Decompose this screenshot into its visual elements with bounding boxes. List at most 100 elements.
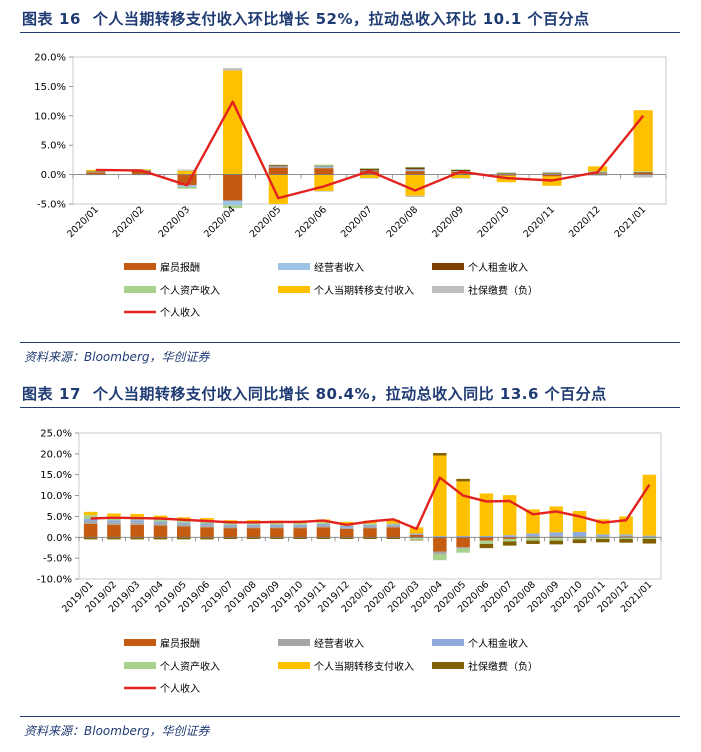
y-tick-label: 5.0% [47,512,72,523]
bar-segment [107,522,121,525]
bar-segment [451,174,471,179]
figure17-title-text: 个人当期转移支付收入同比增长 80.4%，拉动总收入同比 13.6 个百分点 [92,385,607,403]
bar-segment [526,536,540,538]
bar-segment [339,528,354,538]
bar-segment [405,166,425,168]
bar-segment [456,547,470,549]
bar-segment [405,167,425,170]
x-tick-label: 2020/01 [65,204,101,240]
bar-segment [596,534,610,537]
bar-segment [270,537,284,539]
bar-segment [633,110,653,172]
bar-segment [479,536,494,538]
bar-segment [359,168,380,171]
bar-segment [456,481,470,537]
bar-segment [223,537,238,539]
bar-segment [496,173,516,175]
legend-label: 个人租金收入 [468,261,528,274]
bar-segment [405,171,425,175]
bar-segment [619,535,633,537]
bar-segment [572,536,587,538]
legend-label: 个人收入 [160,682,200,695]
bar-segment [268,165,288,167]
y-tick-label: 0.0% [47,533,72,544]
legend-swatch [124,662,156,669]
bar-segment [451,169,471,172]
bar-segment [177,169,197,171]
bar-segment [83,537,98,540]
bar-segment [642,537,657,539]
bar-segment [433,553,447,561]
bar-segment [502,537,517,539]
bar-segment [130,520,144,523]
bar-segment [409,538,424,540]
figure17-number: 17 [59,385,81,403]
legend-swatch [124,286,156,293]
bar-segment [526,540,540,544]
legend-swatch [432,286,464,293]
bar-segment [359,178,380,179]
bar-segment [270,528,284,538]
figure16-title-text: 个人当期转移支付收入环比增长 52%，拉动总收入环比 10.1 个百分点 [92,10,590,28]
legend-label: 个人收入 [160,306,200,319]
bar-segment [496,172,516,174]
legend-swatch [432,662,464,669]
bar-segment [246,524,261,527]
figure16-source-rule [20,342,680,343]
bar-segment [502,538,517,542]
bar-segment [177,170,197,175]
bar-segment [642,538,657,544]
bar-segment [619,538,633,543]
bar-segment [386,537,401,539]
x-tick-label: 2020/05 [248,204,284,240]
x-tick-label: 2020/06 [293,204,329,240]
income-line [95,100,645,200]
bar-segment [293,528,307,538]
figure16-source: 资料来源：Bloomberg，华创证券 [24,350,210,364]
bar-segment [339,527,354,529]
figure17-label: 图表 [22,385,54,403]
figure17-source: 资料来源：Bloomberg，华创证券 [24,724,210,738]
x-tick-label: 2021/01 [613,204,649,240]
legend-swatch [278,286,310,293]
bar-segment [409,539,424,541]
bar-segment [433,537,447,552]
x-tick-label: 2020/10 [476,204,512,240]
legend-label: 个人资产收入 [160,660,220,673]
bar-segment [526,533,540,537]
bar-segment [223,205,243,209]
plot-area [78,432,662,580]
legend-swatch [278,263,310,270]
bar-segment [405,195,425,197]
chart-16: -5.0% 0.0% 5.0% 10.0% 15.0% 20.0% 2020/01 2020/… [34,53,667,319]
bar-segment [177,522,191,525]
bar-segment [572,531,587,537]
bar-segment [596,536,610,538]
bar-segment [363,523,377,525]
bar-segment [339,526,354,528]
bar-segment [246,528,261,538]
bar-segment [572,511,587,532]
bar-segment [633,174,653,178]
chart-17: -10.0%-5.0%0.0%5.0%10.0%15.0%20.0%25.0%2… [37,429,662,695]
bar-segment [619,534,633,536]
bar-segment [587,174,608,176]
bar-segment [268,166,288,168]
bar-segment [386,523,401,525]
bar-segment [587,166,608,172]
bar-segment [619,537,633,539]
bar-segment [177,524,191,527]
y-tick-label: -5.0% [43,554,72,565]
x-tick-label: 2020/03 [156,204,192,240]
bar-segment [270,526,284,529]
bar-segment [153,521,168,524]
bar-segment [314,164,334,166]
bar-segment [153,525,168,538]
bar-segment [451,169,471,170]
bar-segment [268,167,288,175]
bar-segment [223,526,238,529]
bar-segment [316,537,331,539]
bar-segment [502,535,517,537]
x-tick-label: 2020/02 [111,204,147,240]
bar-segment [496,172,516,173]
